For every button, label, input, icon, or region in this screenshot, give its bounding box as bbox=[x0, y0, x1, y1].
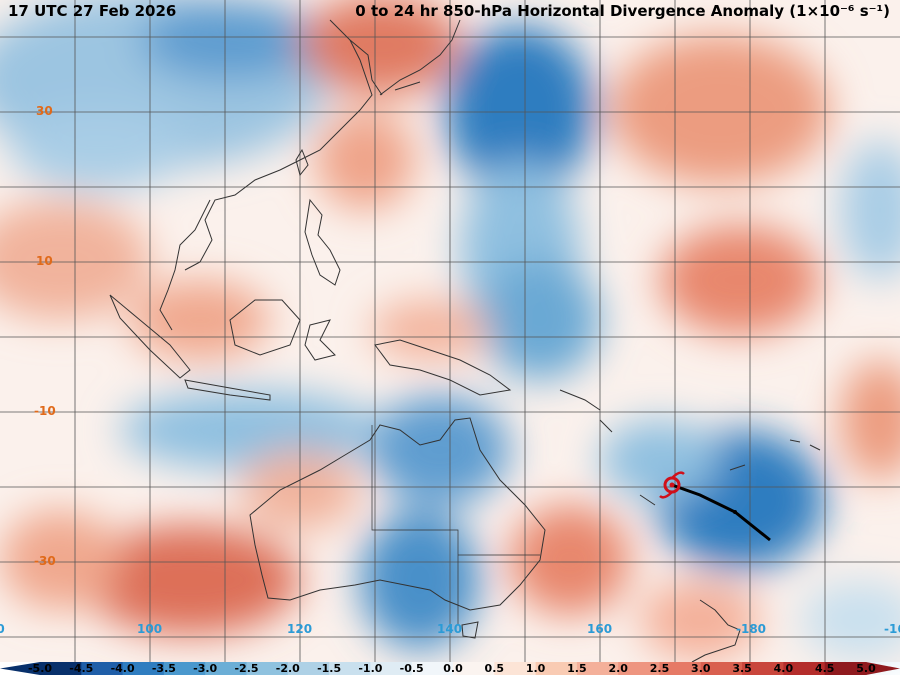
divergence-anomaly-map bbox=[0, 0, 900, 675]
colorbar-tick-label: 1.5 bbox=[567, 662, 587, 675]
negative-anomaly-region bbox=[120, 390, 380, 470]
lon-label: 160 bbox=[587, 622, 612, 636]
colorbar-tick-label: -3.0 bbox=[193, 662, 217, 675]
negative-anomaly-region bbox=[10, 110, 190, 190]
colorbar-tick-label: 4.5 bbox=[815, 662, 835, 675]
lon-label: 80 bbox=[0, 622, 5, 636]
track-point bbox=[733, 510, 737, 514]
positive-anomaly-region bbox=[510, 505, 630, 615]
lon-label: -160 bbox=[884, 622, 900, 636]
colorbar-tick-label: 3.5 bbox=[732, 662, 752, 675]
colorbar-tick-label: -4.5 bbox=[69, 662, 93, 675]
colorbar-tick-label: -2.5 bbox=[234, 662, 258, 675]
lat-label: -10 bbox=[34, 404, 56, 418]
colorbar-tick-label: -1.5 bbox=[317, 662, 341, 675]
lat-label: 30 bbox=[36, 104, 53, 118]
lat-label: -30 bbox=[34, 554, 56, 568]
negative-anomaly-region bbox=[370, 395, 510, 505]
negative-anomaly-region bbox=[480, 260, 600, 380]
colorbar-tick-label: 3.0 bbox=[691, 662, 711, 675]
colorbar-tick-label: -5.0 bbox=[28, 662, 52, 675]
positive-anomaly-region bbox=[315, 110, 415, 210]
colorbar-tick-label: 1.0 bbox=[526, 662, 546, 675]
positive-anomaly-region bbox=[610, 35, 830, 185]
colorbar-tick-label: -2.0 bbox=[276, 662, 300, 675]
colorbar-tick-label: -1.0 bbox=[358, 662, 382, 675]
colorbar-tick-label: 5.0 bbox=[856, 662, 876, 675]
colorbar-tick-label: 2.0 bbox=[608, 662, 628, 675]
colorbar-tick-label: 2.5 bbox=[650, 662, 670, 675]
positive-anomaly-region bbox=[660, 225, 820, 335]
colorbar-tick-label: -4.0 bbox=[111, 662, 135, 675]
map-title: 0 to 24 hr 850-hPa Horizontal Divergence… bbox=[355, 2, 890, 20]
colorbar-tick-label: -3.5 bbox=[152, 662, 176, 675]
lon-label: -180 bbox=[736, 622, 766, 636]
positive-anomaly-region bbox=[130, 280, 270, 360]
positive-anomaly-region bbox=[640, 580, 760, 660]
positive-anomaly-region bbox=[370, 300, 490, 360]
colorbar-tick-label: 0.5 bbox=[485, 662, 505, 675]
lon-label: 100 bbox=[137, 622, 162, 636]
colorbar-tick-label: 0.0 bbox=[443, 662, 463, 675]
date-title: 17 UTC 27 Feb 2026 bbox=[8, 2, 176, 20]
lat-label: 10 bbox=[36, 254, 53, 268]
colorbar-tick-label: 4.0 bbox=[774, 662, 794, 675]
map-figure: 17 UTC 27 Feb 2026 0 to 24 hr 850-hPa Ho… bbox=[0, 0, 900, 675]
lon-label: 120 bbox=[287, 622, 312, 636]
colorbar-tick-label: -0.5 bbox=[400, 662, 424, 675]
lon-label: 140 bbox=[437, 622, 462, 636]
positive-anomaly-region bbox=[0, 510, 120, 610]
negative-anomaly-region bbox=[600, 420, 720, 500]
